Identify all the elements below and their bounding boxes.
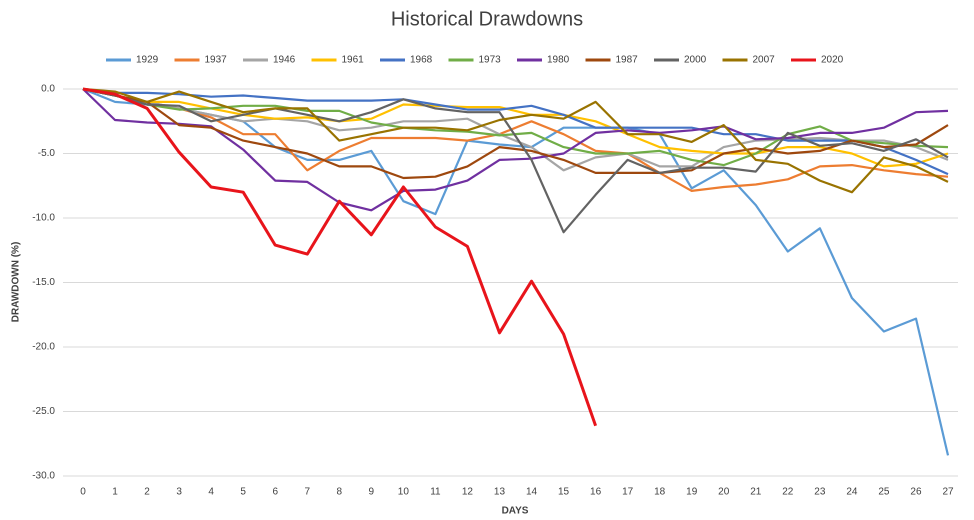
x-tick-label: 13 [494, 487, 506, 498]
y-tick-label: -5.0 [38, 148, 56, 159]
x-tick-label: 20 [718, 487, 730, 498]
legend-label: 1946 [273, 55, 296, 66]
y-tick-label: -10.0 [32, 213, 55, 224]
x-tick-label: 24 [846, 487, 858, 498]
series-line [82, 87, 949, 180]
x-tick-label: 12 [462, 487, 474, 498]
series-line [82, 88, 949, 212]
x-tick-label: 15 [558, 487, 570, 498]
y-axis-title: DRAWDOWN (%) [11, 242, 22, 323]
legend-label: 2000 [684, 55, 707, 66]
chart-title: Historical Drawdowns [391, 8, 583, 30]
x-tick-label: 14 [526, 487, 538, 498]
x-tick-label: 6 [272, 487, 278, 498]
x-tick-label: 21 [750, 487, 762, 498]
y-tick-label: 0.0 [41, 84, 55, 95]
x-tick-label: 17 [622, 487, 634, 498]
series-line [82, 87, 949, 176]
y-tick-label: -15.0 [32, 277, 55, 288]
x-tick-label: 27 [942, 487, 954, 498]
x-tick-label: 23 [814, 487, 826, 498]
x-tick-label: 4 [208, 487, 214, 498]
series-line [82, 87, 949, 234]
x-tick-label: 7 [304, 487, 310, 498]
x-tick-label: 8 [337, 487, 343, 498]
legend-label: 1980 [547, 55, 570, 66]
legend-label: 2007 [753, 55, 776, 66]
legend-label: 1937 [205, 55, 228, 66]
x-tick-label: 5 [240, 487, 246, 498]
y-tick-label: -30.0 [32, 471, 55, 482]
x-tick-label: 11 [430, 487, 441, 498]
x-tick-label: 22 [782, 487, 794, 498]
legend-label: 1961 [342, 55, 365, 66]
x-tick-label: 25 [878, 487, 890, 498]
series-line [82, 87, 598, 427]
x-tick-label: 9 [369, 487, 375, 498]
x-tick-label: 2 [144, 487, 150, 498]
y-tick-label: -25.0 [32, 406, 55, 417]
legend-label: 1987 [616, 55, 639, 66]
x-tick-label: 19 [686, 487, 698, 498]
x-tick-label: 0 [80, 487, 86, 498]
x-tick-label: 1 [112, 487, 118, 498]
legend-label: 1968 [410, 55, 433, 66]
x-tick-label: 16 [590, 487, 602, 498]
series-line [82, 87, 949, 194]
x-tick-label: 26 [910, 487, 922, 498]
x-tick-label: 18 [654, 487, 666, 498]
legend-label: 1973 [479, 55, 502, 66]
x-tick-label: 3 [176, 487, 182, 498]
legend-label: 2020 [821, 55, 844, 66]
y-tick-label: -20.0 [32, 342, 55, 353]
series-line [82, 87, 949, 172]
legend-label: 1929 [136, 55, 159, 66]
x-axis-title: DAYS [502, 506, 529, 517]
series-line [82, 87, 949, 168]
x-tick-label: 10 [398, 487, 410, 498]
